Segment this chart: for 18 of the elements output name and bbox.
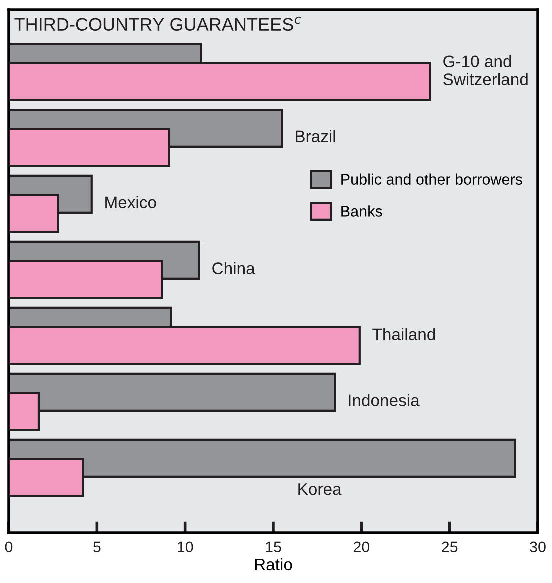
x-tick-label: 30 <box>530 542 546 553</box>
y-tick-label: Korea <box>298 484 342 496</box>
y-tick-label: Indonesia <box>349 394 420 406</box>
y-tick-label: Mexico <box>106 196 156 208</box>
x-tick-label: 20 <box>354 542 370 553</box>
x-axis-title: Ratio <box>255 558 292 571</box>
x-tick-label: 5 <box>94 542 101 553</box>
x-tick-label: 25 <box>442 542 458 553</box>
y-tick-label: Brazil <box>296 130 336 142</box>
chart-title: THIRD-COUNTRY GUARANTEES$^{c}$ <box>14 16 302 32</box>
x-tick-label: 10 <box>178 542 194 553</box>
x-tick-label: 15 <box>266 542 282 553</box>
y-tick-label: G-10 and Switzerland <box>444 55 528 86</box>
x-tick-label: 0 <box>5 542 13 553</box>
y-tick-label: China <box>212 262 256 274</box>
y-tick-label: Thailand <box>372 328 436 340</box>
legend-label: Banks <box>342 206 382 217</box>
legend-label: Public and other borrowers <box>342 174 522 185</box>
